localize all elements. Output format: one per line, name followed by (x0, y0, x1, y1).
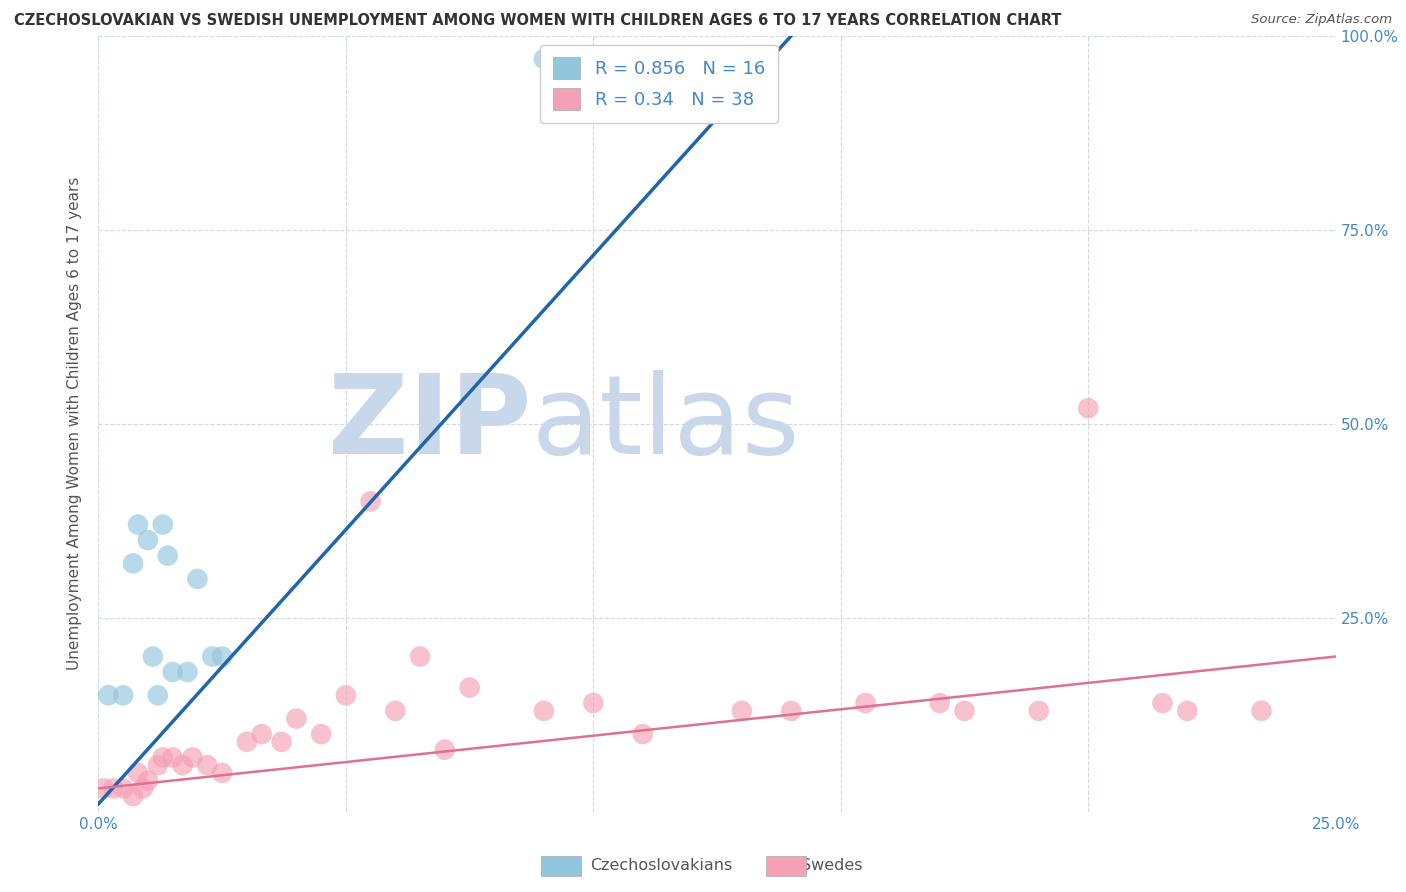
Point (285, 712, 308, 726)
Point (928, 696, 950, 710)
Point (1175, 704, 1198, 718)
Legend: R = 0.856   N = 16, R = 0.34   N = 38: R = 0.856 N = 16, R = 0.34 N = 38 (540, 45, 778, 123)
Y-axis label: Unemployment Among Women with Children Ages 6 to 17 years: Unemployment Among Women with Children A… (67, 177, 83, 671)
Point (146, 758, 169, 772)
Point (309, 727, 332, 741)
Point (176, 665, 198, 679)
Point (146, 689, 169, 703)
Point (112, 689, 135, 703)
Point (142, 649, 165, 664)
Point (1077, 401, 1099, 416)
Point (93, 781, 115, 796)
Point (211, 765, 233, 780)
Point (607, 52, 630, 66)
Point (458, 681, 481, 695)
Point (122, 789, 145, 804)
Point (1028, 704, 1050, 718)
Point (270, 735, 292, 749)
Point (409, 649, 432, 664)
Point (855, 696, 877, 710)
Point (112, 781, 135, 796)
Point (122, 557, 145, 571)
Point (103, 781, 125, 796)
Point (582, 696, 605, 710)
Point (211, 649, 233, 664)
Text: atlas: atlas (531, 370, 800, 477)
Text: ZIP: ZIP (328, 370, 531, 477)
Point (136, 533, 159, 547)
Point (953, 704, 976, 718)
Text: CZECHOSLOVAKIAN VS SWEDISH UNEMPLOYMENT AMONG WOMEN WITH CHILDREN AGES 6 TO 17 Y: CZECHOSLOVAKIAN VS SWEDISH UNEMPLOYMENT … (14, 13, 1062, 29)
Point (132, 781, 155, 796)
Point (181, 750, 204, 764)
Point (250, 727, 273, 741)
Point (172, 758, 194, 772)
Point (433, 742, 456, 756)
Point (195, 758, 218, 772)
Point (97, 689, 120, 703)
Text: Swedes: Swedes (801, 858, 863, 872)
Point (201, 649, 224, 664)
Point (360, 494, 382, 508)
Text: Source: ZipAtlas.com: Source: ZipAtlas.com (1251, 13, 1392, 27)
Point (136, 773, 159, 788)
Point (152, 750, 174, 764)
Point (384, 704, 406, 718)
Point (335, 689, 357, 703)
Point (236, 735, 259, 749)
Point (156, 549, 179, 563)
Point (631, 727, 654, 741)
Point (533, 704, 555, 718)
Point (127, 765, 149, 780)
Point (1250, 704, 1272, 718)
Point (127, 517, 149, 532)
Point (152, 517, 174, 532)
Point (780, 704, 803, 718)
Text: Czechoslovakians: Czechoslovakians (591, 858, 733, 872)
Point (533, 52, 555, 66)
Point (1152, 696, 1174, 710)
Point (162, 665, 184, 679)
Point (731, 704, 754, 718)
Point (186, 572, 208, 586)
Point (162, 750, 184, 764)
